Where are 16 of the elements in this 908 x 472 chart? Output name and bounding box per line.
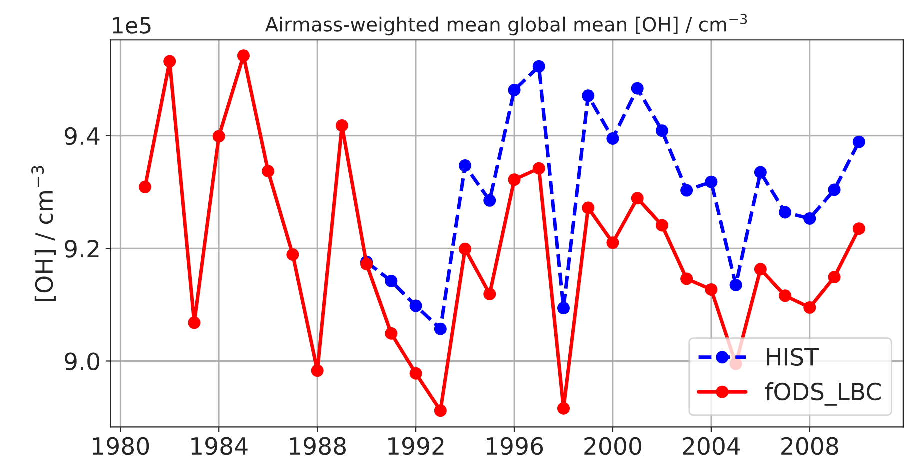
x-tick-label: 1992 <box>388 437 444 456</box>
x-tick-label: 1980 <box>93 437 150 456</box>
y-tick-label: 9.2 <box>64 240 99 258</box>
y-tick-label: 9.0 <box>64 352 100 371</box>
x-tick-label: 1996 <box>487 437 544 456</box>
legend-label: fODS_LBC <box>765 382 881 406</box>
y-tick-label: 9.4 <box>64 127 100 146</box>
legend-label: HIST <box>767 348 820 366</box>
text: 1e5 <box>113 17 151 34</box>
x-tick-label: 1984 <box>192 437 248 456</box>
y-axis-title: [OH] / cm$^{−3}$ <box>32 166 56 302</box>
x-tick-label: 2008 <box>782 437 838 456</box>
x-tick-label: 2000 <box>584 437 642 456</box>
chart-title: Airmass-weighted mean global mean [OH] / cm$^{−3}$ <box>265 14 748 36</box>
x-tick-label: 2004 <box>683 437 740 456</box>
x-tick-label: 1988 <box>290 437 346 456</box>
